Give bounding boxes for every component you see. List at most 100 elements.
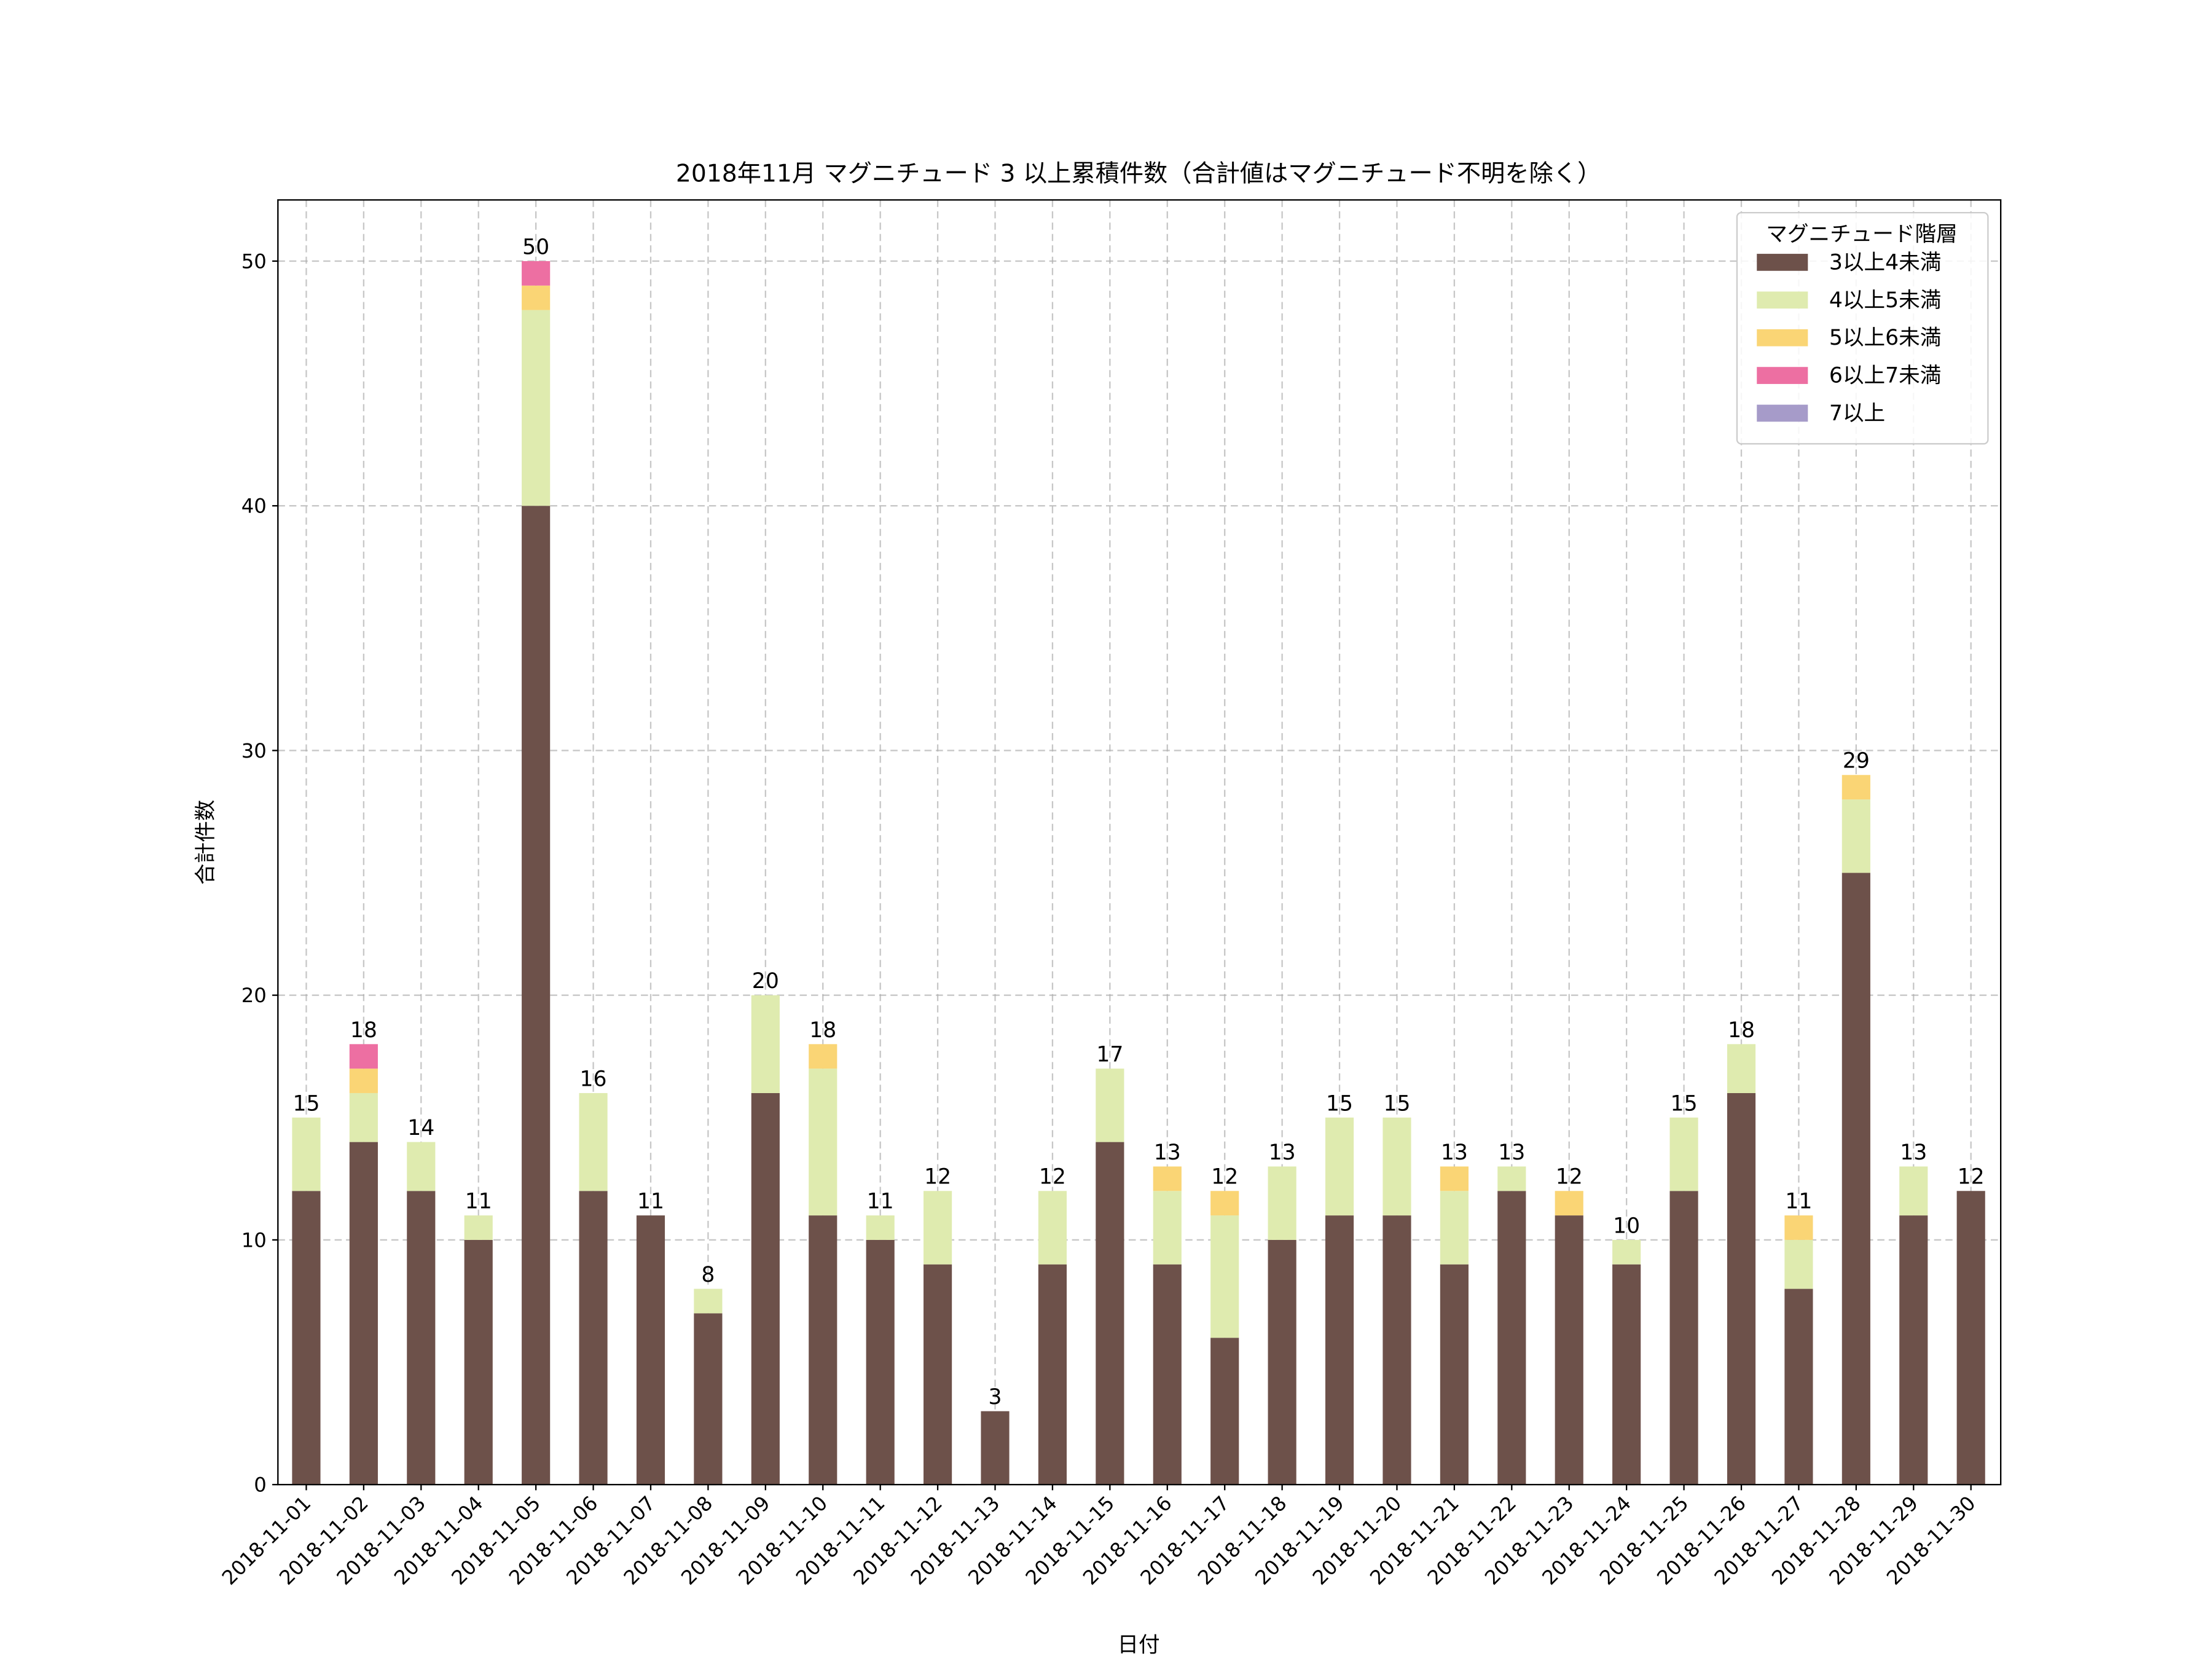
bar-segment — [349, 1092, 378, 1142]
bar-segment — [522, 285, 551, 310]
data-label: 13 — [1441, 1140, 1468, 1165]
legend-swatch — [1757, 367, 1808, 384]
data-label: 13 — [1498, 1140, 1525, 1165]
bar-segment — [1497, 1166, 1526, 1191]
bar-segment — [1325, 1117, 1354, 1216]
bar-segment — [1096, 1142, 1124, 1485]
plot-frame — [277, 199, 2002, 1486]
data-label: 15 — [1383, 1091, 1410, 1116]
bar-segment — [1612, 1239, 1641, 1265]
bar-segment — [1382, 1215, 1411, 1485]
legend-label: 4以上5未満 — [1829, 288, 1941, 313]
y-tick-label: 20 — [241, 984, 267, 1007]
bar-segment — [866, 1215, 895, 1240]
bar-segment — [1555, 1191, 1583, 1216]
bar-segment — [1956, 1191, 1985, 1485]
bar-segment — [407, 1191, 436, 1485]
data-label: 3 — [989, 1385, 1002, 1410]
y-axis: 0 10 20 30 40 50 — [241, 249, 278, 1497]
data-label: 14 — [407, 1116, 434, 1140]
x-axis-label: 日付 — [1117, 1633, 1159, 1657]
y-tick-label: 10 — [241, 1228, 267, 1252]
bar-segment — [1784, 1239, 1813, 1289]
data-label: 11 — [1785, 1190, 1812, 1214]
legend-label: 6以上7未満 — [1829, 364, 1941, 388]
bar-segment — [809, 1044, 837, 1069]
bar-segment — [1268, 1166, 1296, 1240]
data-label: 29 — [1843, 749, 1870, 774]
data-label: 13 — [1900, 1140, 1927, 1165]
bar-segment — [579, 1092, 608, 1191]
bar-segment — [1153, 1166, 1182, 1191]
bar-segment — [1784, 1288, 1813, 1485]
bar-segment — [349, 1142, 378, 1485]
bar-segment — [694, 1313, 723, 1485]
bar-segment — [636, 1215, 665, 1485]
bar-segment — [809, 1215, 837, 1485]
bar-segment — [1841, 873, 1870, 1485]
data-label: 15 — [1671, 1091, 1698, 1116]
bar-segment — [1841, 775, 1870, 800]
bar-segment — [1440, 1264, 1469, 1485]
bar-segment — [1669, 1117, 1698, 1191]
chart-title: 2018年11月 マグニチュード 3 以上累積件数（合計値はマグニチュード不明を… — [676, 160, 1601, 187]
legend: マグニチュード階層 3以上4未満 4以上5未満 5以上6未満 6以上7未満 7以上 — [1736, 211, 1989, 445]
data-label: 16 — [580, 1067, 607, 1091]
bar-segment — [924, 1264, 952, 1485]
bar-segment — [522, 261, 551, 286]
data-label: 11 — [465, 1190, 492, 1214]
data-label: 12 — [1556, 1165, 1583, 1190]
bar-segment — [464, 1239, 493, 1485]
data-label: 12 — [1211, 1165, 1238, 1190]
bar-segment — [1669, 1191, 1698, 1485]
bar-segment — [1612, 1264, 1641, 1485]
legend-label: 5以上6未満 — [1829, 326, 1941, 350]
data-label: 13 — [1269, 1140, 1296, 1165]
y-tick-label: 50 — [241, 249, 267, 273]
y-tick-label: 0 — [254, 1473, 267, 1497]
data-label: 10 — [1613, 1214, 1640, 1238]
legend-swatch — [1757, 291, 1808, 309]
bar-segment — [1096, 1069, 1124, 1142]
bar-segment — [349, 1044, 378, 1069]
bar-segment — [809, 1069, 837, 1216]
bar-segment — [1440, 1191, 1469, 1265]
bar-segment — [292, 1191, 321, 1485]
bar-segment — [407, 1142, 436, 1191]
bar-segment — [751, 995, 780, 1093]
data-label: 12 — [1958, 1165, 1985, 1190]
data-label: 20 — [752, 969, 779, 994]
y-tick-label: 40 — [241, 495, 267, 518]
bar-segment — [1210, 1338, 1239, 1485]
bar-segment — [1727, 1044, 1756, 1093]
legend-label: 3以上4未満 — [1829, 250, 1941, 275]
bar-segment — [1268, 1239, 1296, 1485]
bar-segment — [349, 1069, 378, 1093]
bar-segment — [924, 1191, 952, 1265]
data-label: 12 — [1039, 1165, 1066, 1190]
legend-swatch — [1757, 254, 1808, 271]
data-label: 15 — [1326, 1091, 1353, 1116]
data-labels: 15 18 14 11 50 16 11 8 20 18 11 12 3 12 17 13 12 13 15 15 13… — [292, 235, 1984, 1410]
bar-segment — [866, 1239, 895, 1485]
bar-segment — [1555, 1215, 1583, 1485]
y-tick-label: 30 — [241, 739, 267, 763]
bar-segment — [1038, 1264, 1067, 1485]
bar-segment — [579, 1191, 608, 1485]
bar-segment — [292, 1117, 321, 1191]
bar-segment — [1210, 1215, 1239, 1338]
data-label: 18 — [350, 1018, 377, 1043]
legend-swatch — [1757, 404, 1808, 422]
legend-title: マグニチュード階層 — [1766, 222, 1957, 246]
bar-segment — [1153, 1191, 1182, 1265]
bar-segment — [1382, 1117, 1411, 1216]
bars — [292, 261, 1985, 1485]
bar-segment — [1497, 1191, 1526, 1485]
bar-segment — [1038, 1191, 1067, 1265]
bar-segment — [522, 310, 551, 506]
x-axis: 2018-11-012018-11-022018-11-032018-11-04… — [218, 1484, 1980, 1590]
bar-segment — [694, 1288, 723, 1314]
bar-segment — [1784, 1215, 1813, 1240]
data-label: 15 — [292, 1091, 320, 1116]
bar-segment — [1727, 1092, 1756, 1485]
